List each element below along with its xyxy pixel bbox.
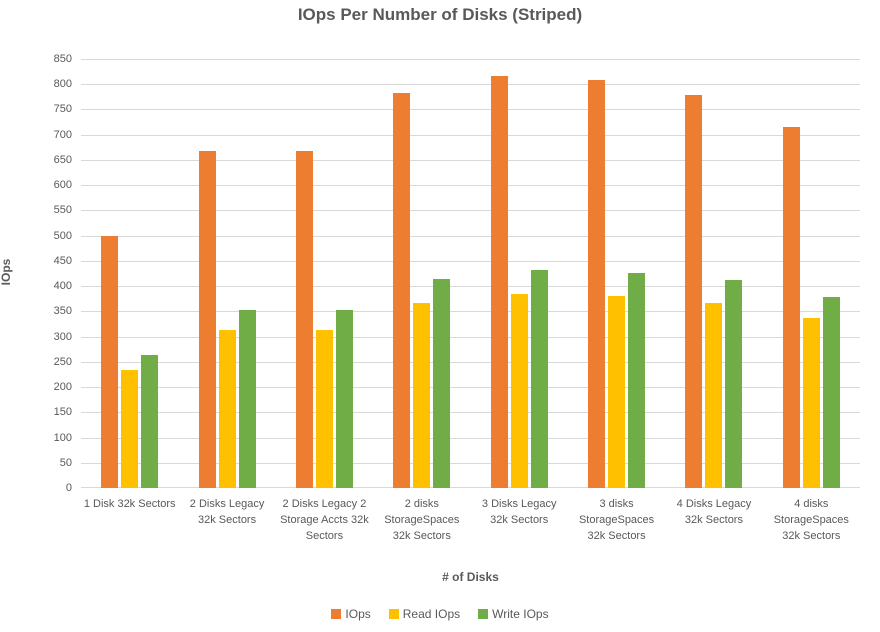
bar-iops [588, 79, 606, 488]
legend-swatch-icon [478, 609, 489, 619]
legend-swatch-icon [331, 609, 342, 619]
y-tick-label: 300 [53, 330, 72, 343]
gridline [81, 387, 860, 389]
bar-iops [685, 95, 703, 488]
gridline [81, 185, 860, 187]
y-tick-label: 750 [53, 103, 72, 116]
bar-group [471, 59, 568, 488]
y-tick-label: 50 [59, 456, 72, 469]
legend: IOps Read IOps Write IOps [0, 607, 880, 621]
gridline [81, 159, 860, 161]
bar-write-iops [822, 297, 840, 488]
x-axis-category-labels: 1 Disk 32k Sectors 2 Disks Legacy 32k Sec… [81, 496, 860, 544]
bar-group [763, 59, 860, 488]
gridline [81, 311, 860, 313]
gridline [81, 109, 860, 111]
x-axis-title: # of Disks [442, 570, 499, 584]
gridline [81, 286, 860, 288]
gridline [81, 487, 860, 488]
x-category-label: 2 Disks Legacy 2 Storage Accts 32k Secto… [280, 498, 369, 542]
y-tick-label: 650 [53, 153, 72, 166]
legend-label: Read IOps [402, 607, 461, 621]
bar-iops [490, 75, 508, 488]
legend-label: Write IOps [492, 607, 549, 621]
gridline [81, 59, 860, 60]
bar-group [568, 59, 665, 488]
y-tick-label: 250 [53, 355, 72, 368]
y-tick-label: 450 [53, 254, 72, 267]
bar-read-iops [705, 303, 723, 488]
legend-label: IOps [345, 607, 371, 621]
gridline [81, 84, 860, 86]
chart-title: IOps Per Number of Disks (Striped) [297, 5, 583, 24]
x-category-label: 4 Disks Legacy 32k Sectors [676, 498, 752, 526]
bar-group [665, 59, 762, 488]
gridlines-layer [81, 59, 860, 488]
x-category-label: 2 disks StorageSpaces 32k Sectors [384, 498, 460, 542]
bar-group [373, 59, 470, 488]
bar-write-iops [238, 310, 256, 488]
plot-area [81, 59, 860, 488]
gridline [81, 336, 860, 338]
gridline [81, 260, 860, 262]
bar-iops [295, 151, 313, 488]
y-tick-label: 550 [53, 204, 72, 217]
y-tick-label: 850 [53, 53, 72, 65]
x-category-label: 2 Disks Legacy 32k Sectors [189, 498, 265, 526]
bar-write-iops [141, 355, 159, 488]
legend-item: Write IOps [478, 607, 549, 621]
bar-write-iops [628, 272, 646, 488]
bar-group [81, 59, 178, 488]
gridline [81, 235, 860, 237]
x-category-label: 3 disks StorageSpaces 32k Sectors [578, 498, 655, 542]
gridline [81, 412, 860, 414]
y-tick-label: 600 [53, 179, 72, 192]
gridline [81, 361, 860, 363]
bar-iops [393, 93, 411, 488]
y-tick-label: 350 [53, 305, 72, 318]
x-category-label: 4 disks StorageSpaces 32k Sectors [773, 498, 849, 542]
x-category-label: 3 Disks Legacy 32k Sectors [481, 498, 557, 526]
bar-read-iops [315, 330, 333, 488]
bar-read-iops [121, 370, 139, 488]
bar-read-iops [218, 330, 236, 488]
legend-swatch-icon [388, 609, 399, 619]
bar-read-iops [510, 294, 528, 488]
gridline [81, 210, 860, 212]
gridline [81, 437, 860, 439]
y-tick-label: 800 [53, 78, 72, 91]
bar-write-iops [433, 279, 451, 488]
bar-iops [782, 126, 800, 488]
legend-item: Read IOps [388, 607, 461, 621]
bar-iops [101, 235, 119, 488]
bar-group [276, 59, 373, 488]
y-tick-label: 150 [53, 406, 72, 419]
gridline [81, 134, 860, 136]
bar-iops [198, 151, 216, 488]
y-tick-label: 400 [53, 280, 72, 293]
y-axis-tick-labels: 0 50 100 150 200 250 300 350 400 450 500 550 600 650 7… [0, 53, 72, 494]
y-tick-label: 200 [53, 381, 72, 394]
y-tick-label: 700 [53, 128, 72, 141]
bar-read-iops [802, 317, 820, 488]
x-category-label: 1 Disk 32k Sectors [83, 498, 176, 510]
legend-item: IOps [331, 607, 371, 621]
bar-read-iops [608, 296, 626, 488]
y-tick-label: 0 [65, 482, 72, 494]
bar-write-iops [725, 280, 743, 488]
gridline [81, 462, 860, 464]
bar-group [178, 59, 275, 488]
bar-write-iops [530, 269, 548, 488]
bar-write-iops [335, 310, 353, 488]
y-tick-label: 100 [53, 431, 72, 444]
bars-layer [81, 59, 860, 488]
bar-read-iops [413, 303, 431, 488]
y-tick-label: 500 [53, 229, 72, 242]
